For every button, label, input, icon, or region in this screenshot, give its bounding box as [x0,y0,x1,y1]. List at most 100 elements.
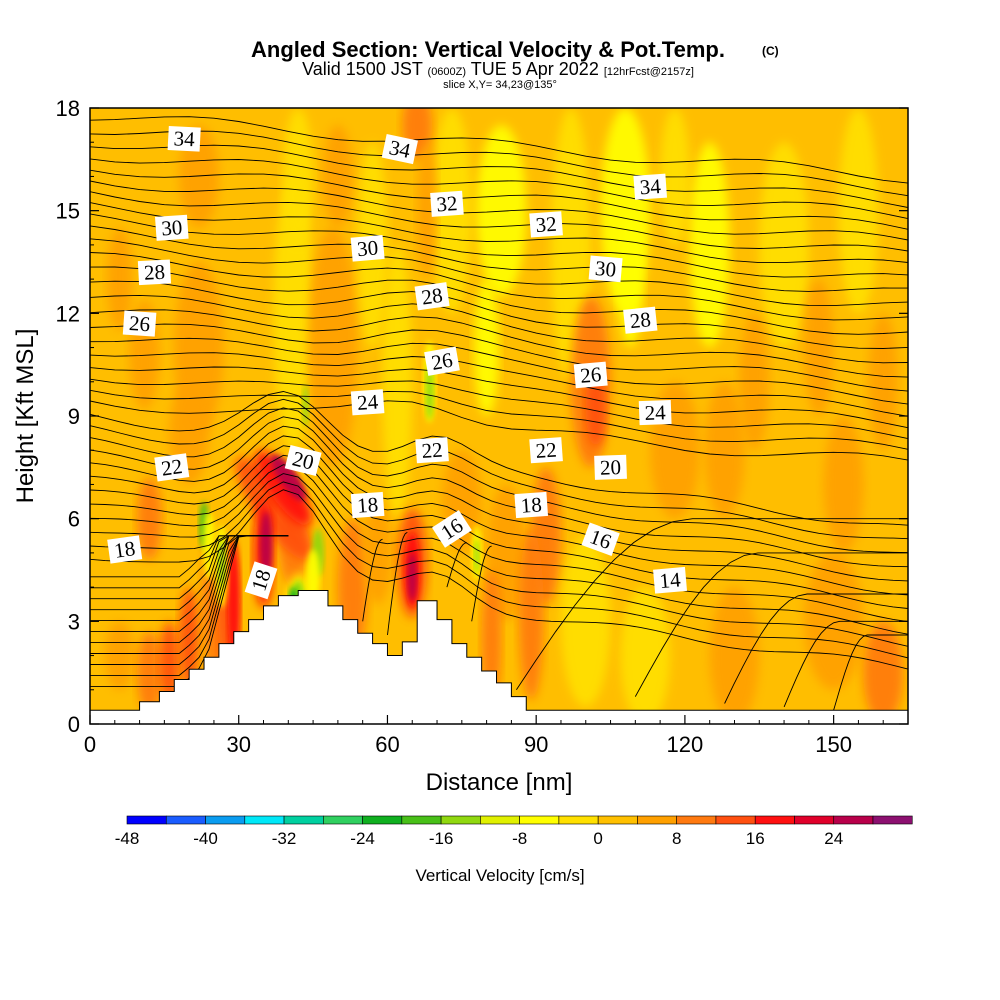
svg-text:22: 22 [421,438,444,463]
theta-contour-line [90,445,908,609]
colorbar-swatch [558,815,599,825]
theta-contour-line [90,352,908,417]
colorbar-swatch [440,815,481,825]
svg-text:30: 30 [594,256,617,282]
vv-patch [137,631,162,714]
contour-label: 18 [514,491,549,519]
colorbar-swatch [754,815,795,825]
vv-patch [518,528,544,701]
colorbar-swatch [205,815,246,825]
vv-patch [283,108,314,245]
theta-contour-line [90,473,908,647]
theta-contour-line [90,407,908,554]
svg-text:28: 28 [420,283,444,310]
colorbar-tick-label: 0 [593,829,602,848]
x-tick-label: 0 [84,732,96,757]
y-tick-label: 3 [68,609,80,634]
theta-contour-line [833,634,908,711]
x-tick-label: 120 [667,732,704,757]
colorbar-label: Vertical Velocity [cm/s] [415,866,584,885]
vv-patch [689,142,730,348]
contour-label: 26 [122,310,157,337]
svg-text:18: 18 [113,536,137,563]
colorbar-tick-label: -40 [193,829,218,848]
y-tick-label: 0 [68,712,80,737]
contour-label: 20 [284,444,322,477]
theta-contour-line [90,425,908,582]
colorbar-swatch [480,815,520,825]
theta-contour-line [90,213,908,278]
colorbar-tick-label: 8 [672,829,681,848]
contour-label: 32 [430,190,464,217]
y-tick-label: 6 [68,507,80,532]
theta-contour-line [634,552,908,697]
theta-contour-line [90,191,908,252]
x-tick-label: 90 [524,732,548,757]
vv-patch [407,552,417,601]
theta-contour-line [90,144,908,208]
vv-patch [620,587,671,724]
contour-label: 26 [573,361,608,389]
colorbar-swatch [872,815,913,825]
svg-text:32: 32 [535,212,558,237]
vv-patch [560,535,611,707]
theta-contour-line [90,130,908,197]
contour-label: 34 [381,134,418,165]
svg-text:26: 26 [128,311,151,336]
contour-label: 22 [154,453,190,482]
contour-label: 14 [653,566,688,594]
contour-label: 34 [167,125,201,152]
theta-contour-line [90,252,908,321]
contour-label: 34 [633,173,668,200]
theta-contour-line [516,518,908,691]
colorbar-swatch [283,815,324,825]
contour-label: 20 [594,454,627,480]
contour-label: 24 [350,389,385,416]
colorbar-tick-label: 16 [746,829,765,848]
svg-text:28: 28 [629,307,652,333]
svg-text:18: 18 [520,492,543,517]
potential-temperature-contours [90,116,908,711]
theta-contour-line [90,202,908,264]
contour-label: 30 [350,234,385,262]
terrain [90,590,908,724]
y-tick-label: 9 [68,404,80,429]
chart-title: Angled Section: Vertical Velocity & Pot.… [251,37,725,62]
colorbar-tick-label: -8 [512,829,527,848]
theta-contour-line [90,398,908,540]
vv-patch [104,621,135,690]
colorbar-tick-label: -16 [429,829,454,848]
theta-contour-line [90,416,908,568]
contour-label: 28 [414,282,450,311]
y-tick-label: 18 [56,96,80,121]
svg-text:34: 34 [173,126,196,151]
vv-patch [823,416,864,553]
theta-contour-line [90,391,908,526]
theta-contour-line [90,238,908,307]
vv-patch [308,227,358,468]
svg-text:14: 14 [659,567,683,593]
theta-contour-line [90,116,908,184]
svg-text:22: 22 [160,454,184,481]
colorbar-tick-label: -32 [272,829,297,848]
y-tick-label: 12 [56,301,80,326]
vv-patch [235,456,312,560]
contour-label: 28 [137,259,172,286]
vv-patch [417,142,438,280]
theta-contour-line [387,532,408,636]
svg-text:30: 30 [356,235,379,261]
theta-contour-line [90,366,908,429]
vv-patch [179,587,200,690]
theta-contour-line [90,309,908,378]
vv-patch [759,142,809,348]
theta-contour-line [90,266,908,335]
y-axis-label: Height [Kft MSL] [12,329,39,504]
theta-contour-line [724,593,908,704]
vv-patch [474,279,499,416]
contour-label: 18 [107,535,143,564]
theta-contour-line [783,620,908,708]
y-axis: 0 3 6 9 12 15 18 [56,96,908,737]
x-axis: 0 30 60 90 120 150 [84,715,884,757]
theta-contour-line [90,400,908,461]
